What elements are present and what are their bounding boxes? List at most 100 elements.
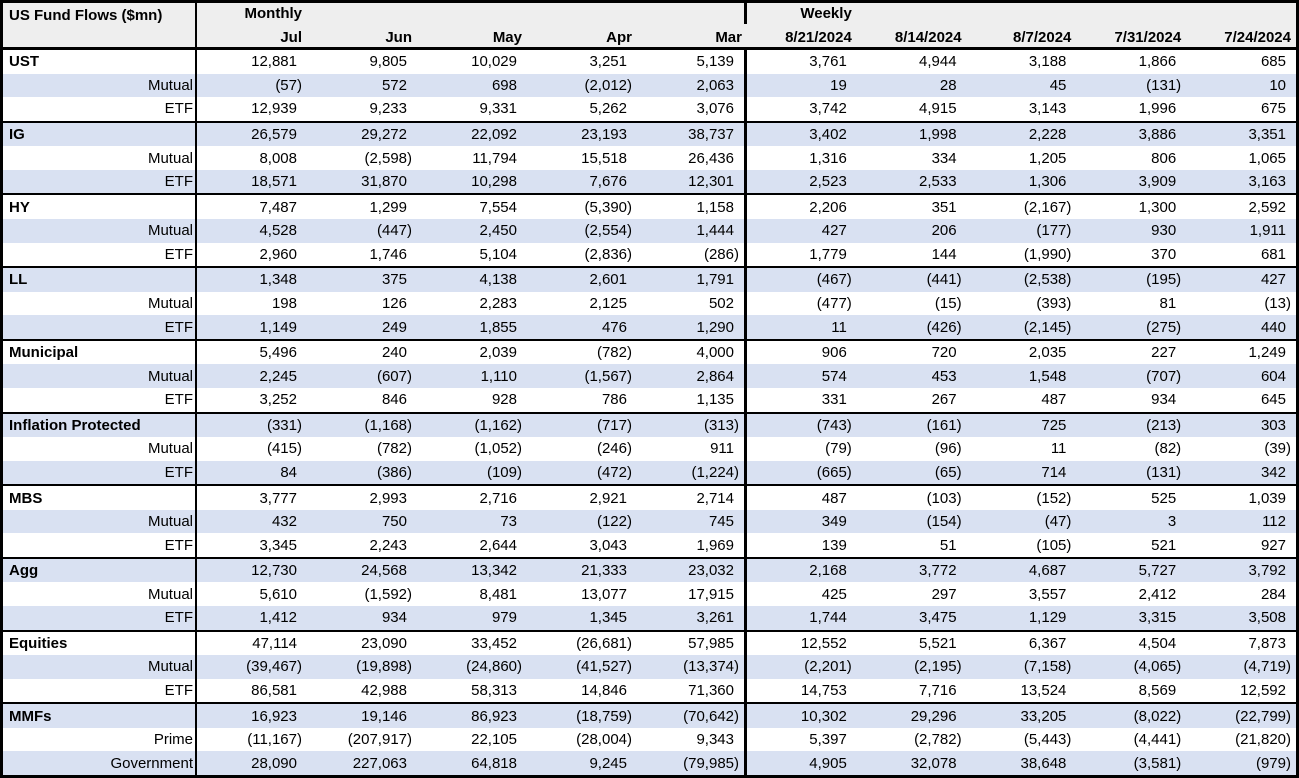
value-cell: 297 [931,585,957,603]
value-cell: (286) [637,242,747,267]
table-row: Mutual (39,467) (19,898) (24,860) (41,527) (1… [3,655,1296,679]
value-cell: 206 [931,222,957,240]
category-label: UST [3,50,197,74]
value-cell: 12,592 [1240,682,1286,700]
value-cell: 786 [601,391,627,409]
category-label: LL [3,268,197,292]
value-cell: 8,569 [1138,682,1177,700]
value-cell: 1,412 [259,609,297,627]
value-cell: 38,648 [1020,754,1067,772]
column-header-month: Apr [606,28,632,46]
value-cell: 227,063 [352,754,407,772]
value-cell: (57) [275,76,302,94]
value-cell: (11,167) [247,731,302,749]
value-cell: (4,065) [1133,658,1182,676]
value-cell: (131) [1146,463,1182,481]
category-label: HY [3,195,197,219]
table-row: Agg 12,730 24,568 13,342 21,333 23,032 2,168 3,… [3,558,1296,583]
value-cell: (386) [376,463,412,481]
value-cell: 1,135 [637,387,747,412]
table-row: Mutual 2,245 (607) 1,110 (1,567) 2,864 574 453 1… [3,364,1296,388]
value-cell: 675 [1260,100,1286,118]
category-label: MBS [3,486,197,510]
value-cell: (2,598) [364,149,412,167]
value-cell: 3,772 [919,562,957,580]
value-cell: (13,374) [637,655,747,679]
subcategory-label: Prime [3,727,197,752]
value-cell: (2,782) [914,731,962,749]
value-cell: 14,753 [800,682,847,700]
value-cell: 284 [1260,585,1286,603]
value-cell: 3,761 [809,53,847,71]
value-cell: 574 [821,367,847,385]
value-cell: 64,818 [471,754,517,772]
table-row: Mutual (57) 572 698 (2,012) 2,063 19 28 45 (131) 1… [3,73,1296,98]
value-cell: (41,527) [576,658,632,676]
subcategory-label: Mutual [3,437,197,461]
value-cell: (26,681) [576,634,632,652]
table-row: Mutual (415) (782) (1,052) (246) 911 (79) (96) 1… [3,437,1296,461]
value-cell: (2,201) [804,658,852,676]
value-cell: 3,351 [1248,125,1286,143]
value-cell: 17,915 [637,582,747,607]
value-cell: 13,077 [581,585,627,603]
value-cell: 1,444 [637,218,747,243]
value-cell: 23,090 [361,634,407,652]
value-cell: (18,759) [576,707,632,725]
value-cell: 3,251 [589,53,627,71]
table-row: ETF 3,345 2,243 2,644 3,043 1,969 139 51 (105) 52… [3,533,1296,557]
value-cell: 1,746 [369,245,407,263]
value-cell: 23,032 [637,558,747,583]
value-cell: 303 [1260,416,1286,434]
column-header-date: 8/14/2024 [894,28,962,46]
value-cell: 11 [831,318,847,336]
value-cell: 51 [939,536,957,554]
value-cell: 3,163 [1248,173,1286,191]
column-header-month: Jul [280,28,302,46]
value-cell: 2,168 [809,562,847,580]
value-cell: (331) [266,416,302,434]
category-label: Equities [3,631,197,656]
subcategory-label: ETF [3,242,197,267]
value-cell: (1,990) [1023,245,1072,263]
subcategory-label: Mutual [3,218,197,243]
value-cell: 267 [931,391,957,409]
table-group-mmfs: MMFs 16,923 19,146 86,923 (18,759) (70,642) 10… [3,704,1296,775]
subcategory-label: ETF [3,97,197,121]
value-cell: 16,923 [251,707,297,725]
value-cell: 1,779 [809,245,847,263]
value-cell: 84 [280,463,297,481]
value-cell: 934 [381,609,407,627]
value-cell: (2,195) [914,658,962,676]
category-label: Municipal [3,340,197,365]
table-group-ll: LL 1,348 375 4,138 2,601 1,791 (467) (441) (2,53… [3,268,1296,341]
table-row: IG 26,579 29,272 22,092 23,193 38,737 3,402 1,9… [3,122,1296,147]
value-cell: (5,443) [1023,731,1072,749]
value-cell: 3,886 [1138,125,1177,143]
value-cell: 681 [1260,245,1286,263]
value-cell: 12,552 [800,634,847,652]
value-cell: (472) [596,463,632,481]
value-cell: 19 [830,76,847,94]
value-cell: (79,985) [637,751,747,775]
value-cell: (82) [1154,440,1182,458]
value-cell: (246) [596,440,632,458]
value-cell: 351 [931,198,957,216]
table-row: ETF 84 (386) (109) (472) (1,224) (665) (65) 714 (… [3,460,1296,485]
value-cell: (2,167) [1023,198,1072,216]
value-cell: (19,898) [356,658,412,676]
value-cell: 2,450 [479,222,517,240]
category-label: Agg [3,558,197,583]
value-cell: 12,881 [251,53,297,71]
value-cell: 12,730 [251,562,297,580]
value-cell: 3,557 [1028,585,1067,603]
subcategory-label: ETF [3,315,197,339]
value-cell: 86,923 [471,707,517,725]
value-cell: 1,348 [259,271,297,289]
value-cell: 12,301 [637,169,747,194]
value-cell: 1,996 [1138,100,1177,118]
subcategory-label: Government [3,751,197,775]
subcategory-label: Mutual [3,291,197,316]
value-cell: 979 [491,609,517,627]
table-row: Prime (11,167) (207,917) 22,105 (28,004) 9,34… [3,727,1296,752]
